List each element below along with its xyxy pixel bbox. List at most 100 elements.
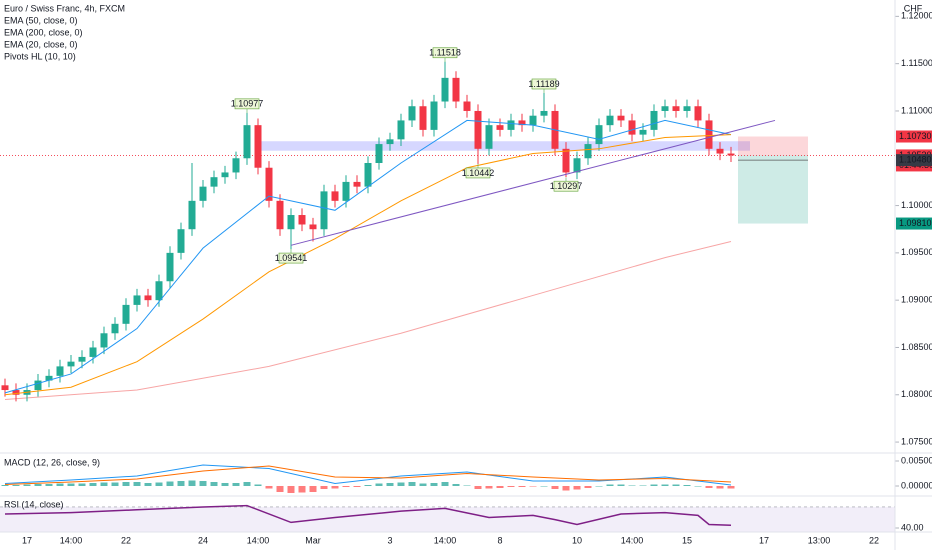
y-tick-label: 1.09000 xyxy=(901,295,932,305)
price-badge-label: 1.10480 xyxy=(899,155,932,165)
macd-histogram-bar xyxy=(386,483,394,486)
candle-body xyxy=(320,191,328,230)
y-tick-label: 0.00000 xyxy=(901,480,932,490)
y-tick-label: 1.11000 xyxy=(901,105,932,115)
rsi-line xyxy=(4,504,732,526)
pivot-label: 1.10297 xyxy=(550,181,583,191)
macd-histogram-bar xyxy=(122,482,130,486)
candle-body xyxy=(12,390,20,395)
x-tick-label: 17 xyxy=(759,535,769,545)
x-tick-label: 14:00 xyxy=(247,535,270,545)
x-tick-label: 14:00 xyxy=(621,535,644,545)
candle-body xyxy=(474,110,482,149)
candle-body xyxy=(606,115,614,126)
legend-item: Pivots HL (10, 10) xyxy=(4,51,76,61)
macd-histogram-bar xyxy=(188,480,196,486)
candle-body xyxy=(155,281,163,301)
ema-line xyxy=(4,241,732,400)
macd-histogram-bar xyxy=(694,486,702,487)
candle-body xyxy=(1,385,9,391)
candle-body xyxy=(430,101,438,130)
macd-histogram-bar xyxy=(23,484,31,486)
pivot-label: 1.11518 xyxy=(429,48,461,58)
candle-body xyxy=(221,172,229,178)
target-zone xyxy=(738,155,808,224)
pivot-label: 1.10977 xyxy=(231,99,264,109)
stop-zone xyxy=(738,136,808,156)
price-badge xyxy=(896,130,932,143)
candle-body xyxy=(353,181,361,187)
macd-histogram-bar xyxy=(661,484,669,486)
macd-histogram-bar xyxy=(518,486,526,487)
currency-label: CHF xyxy=(904,3,923,13)
macd-histogram-bar xyxy=(287,486,295,493)
macd-histogram-bar xyxy=(56,483,64,486)
y-tick-label: 40.00 xyxy=(901,522,924,532)
macd-histogram-bar xyxy=(540,486,548,487)
candle-body xyxy=(276,200,284,230)
x-tick-label: 14:00 xyxy=(434,535,457,545)
macd-histogram-bar xyxy=(716,486,724,489)
macd-histogram-bar xyxy=(177,481,185,486)
macd-histogram-bar xyxy=(89,483,97,486)
candle-body xyxy=(683,106,691,111)
pivot-label: 1.10442 xyxy=(462,168,495,178)
candle-body xyxy=(562,148,570,173)
macd-histogram-bar xyxy=(375,483,383,486)
macd-histogram-bar xyxy=(133,482,141,486)
macd-histogram-bar xyxy=(397,482,405,486)
candle-body xyxy=(617,115,625,121)
candle-body xyxy=(540,110,548,116)
candle-body xyxy=(67,361,75,367)
x-tick-label: 3 xyxy=(387,535,392,545)
candle-body xyxy=(639,129,647,135)
x-tick-label: 24 xyxy=(198,535,208,545)
y-tick-label: 0.00500 xyxy=(901,455,932,465)
macd-histogram-bar xyxy=(243,482,251,486)
macd-histogram-bar xyxy=(12,485,20,486)
macd-histogram-bar xyxy=(672,484,680,486)
candle-body xyxy=(628,120,636,135)
candle-body xyxy=(518,120,526,126)
candle-body xyxy=(727,153,735,156)
macd-histogram-bar xyxy=(320,486,328,489)
candle-body xyxy=(573,158,581,173)
macd-histogram-bar xyxy=(463,485,471,486)
macd-histogram-bar xyxy=(67,483,75,486)
price-badge xyxy=(896,154,932,167)
x-tick-label: 10 xyxy=(572,535,582,545)
candle-body xyxy=(78,356,86,362)
macd-histogram-bar xyxy=(34,484,42,486)
macd-histogram-bar xyxy=(45,484,53,486)
candle-body xyxy=(419,106,427,130)
candle-body xyxy=(188,200,196,230)
candle-body xyxy=(331,191,339,201)
x-tick-label: 8 xyxy=(497,535,502,545)
macd-histogram-bar xyxy=(254,484,262,486)
candle-body xyxy=(122,304,130,324)
macd-histogram-bar xyxy=(584,486,592,488)
ema-line xyxy=(4,119,732,394)
candle-body xyxy=(166,252,174,282)
macd-histogram-bar xyxy=(474,486,482,489)
chart-title: Euro / Swiss Franc, 4h, FXCM xyxy=(4,3,125,13)
candle-body xyxy=(298,215,306,225)
candle-body xyxy=(364,162,372,187)
macd-histogram-bar xyxy=(529,486,537,487)
macd-histogram-bar xyxy=(507,486,515,487)
pivot-box xyxy=(278,252,304,264)
macd-histogram-bar xyxy=(342,486,350,487)
x-tick-label: 13:00 xyxy=(808,535,831,545)
x-tick-label: 14:00 xyxy=(60,535,83,545)
candle-body xyxy=(375,144,383,163)
candle-body xyxy=(287,215,295,230)
candle-body xyxy=(210,177,218,187)
y-tick-label: 1.07500 xyxy=(901,436,932,446)
candle-body xyxy=(309,224,317,230)
macd-histogram-bar xyxy=(276,486,284,492)
macd-histogram-bar xyxy=(221,483,229,486)
candle-body xyxy=(177,229,185,253)
candle-body xyxy=(408,106,416,121)
y-tick-label: 1.08500 xyxy=(901,342,932,352)
